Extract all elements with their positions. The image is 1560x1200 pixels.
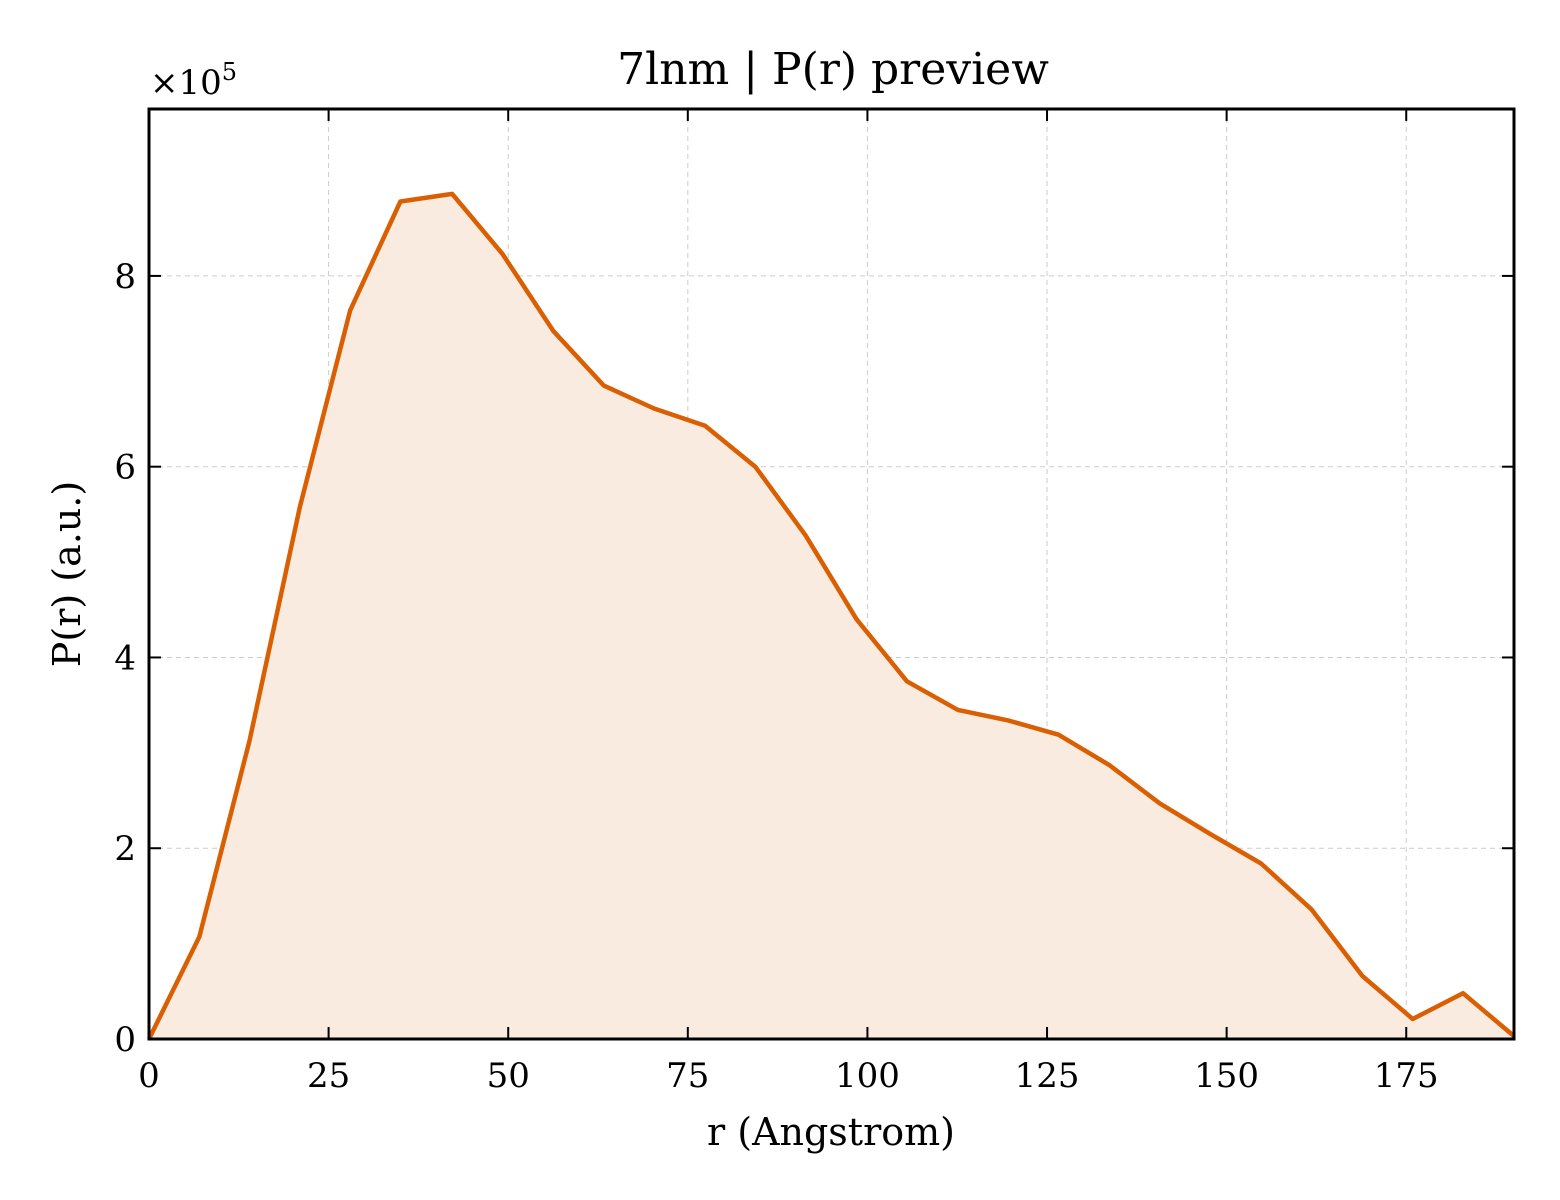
plot-frame xyxy=(147,107,1516,1041)
y-tick-label: 2 xyxy=(114,829,136,869)
x-tick-label: 75 xyxy=(666,1056,709,1096)
y-tick-label: 4 xyxy=(114,638,136,678)
x-tick-label: 150 xyxy=(1194,1056,1259,1096)
y-tick-label: 0 xyxy=(114,1020,136,1060)
y-axis-ticks: 0 2 4 6 8 xyxy=(114,257,1514,1060)
pr-line xyxy=(146,191,1516,1040)
y-tick-label: 8 xyxy=(114,257,136,297)
y-tick-label: 6 xyxy=(114,448,136,488)
y-axis-label: P(r) (a.u.) xyxy=(45,481,89,667)
x-tick-label: 100 xyxy=(835,1056,900,1096)
y-multiplier-exponent: 5 xyxy=(222,58,237,86)
x-tick-label: 175 xyxy=(1374,1056,1439,1096)
y-multiplier: ×105 xyxy=(150,58,237,103)
y-multiplier-base: ×10 xyxy=(150,63,222,103)
pr-area-fill xyxy=(149,193,1514,1039)
x-tick-label: 25 xyxy=(307,1056,350,1096)
x-axis-label: r (Angstrom) xyxy=(707,1110,955,1154)
x-tick-label: 125 xyxy=(1015,1056,1080,1096)
x-axis-ticks: 0 25 50 75 100 125 150 175 xyxy=(138,109,1439,1096)
x-tick-label: 50 xyxy=(487,1056,530,1096)
chart-title: 7lnm | P(r) preview xyxy=(617,44,1049,95)
x-tick-label: 0 xyxy=(138,1056,160,1096)
